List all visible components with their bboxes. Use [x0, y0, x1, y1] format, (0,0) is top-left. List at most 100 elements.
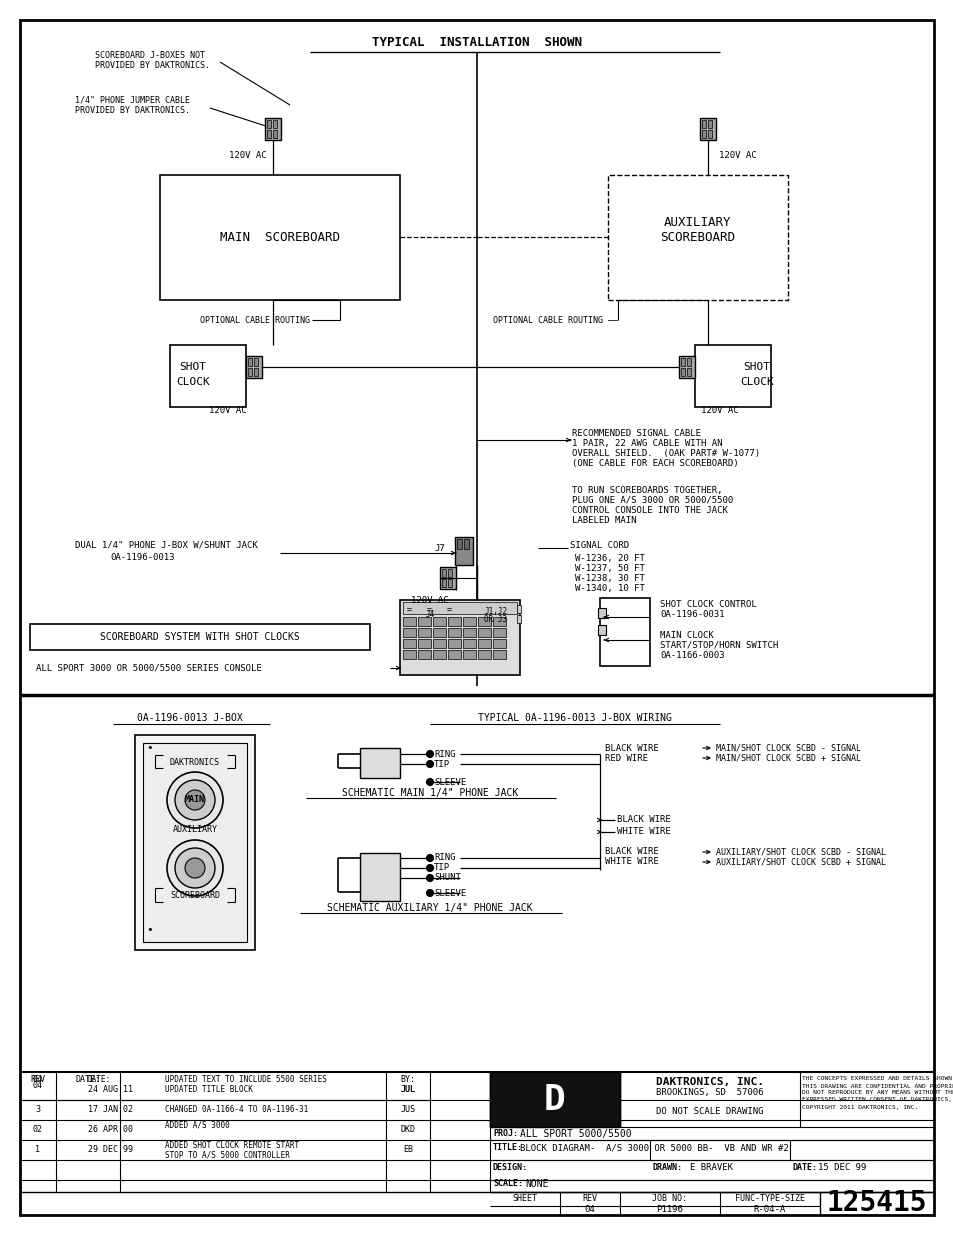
Bar: [402, 618, 416, 626]
Text: BLOCK DIAGRAM-  A/S 3000 OR 5000 BB-  VB AND WR #2: BLOCK DIAGRAM- A/S 3000 OR 5000 BB- VB A…: [519, 1144, 788, 1152]
Text: W-1340, 10 FT: W-1340, 10 FT: [575, 583, 644, 593]
Bar: [701, 120, 705, 128]
Text: BY:: BY:: [400, 1076, 416, 1084]
Bar: [265, 119, 281, 140]
Text: UPDATED TITLE BLOCK: UPDATED TITLE BLOCK: [165, 1086, 253, 1094]
Text: SLEEVE: SLEEVE: [434, 778, 466, 787]
Text: SCOREBOARD: SCOREBOARD: [170, 890, 220, 899]
Bar: [490, 1072, 619, 1128]
Text: DAKTRONICS: DAKTRONICS: [170, 757, 220, 767]
Bar: [686, 368, 690, 375]
Bar: [433, 638, 446, 648]
Bar: [448, 579, 452, 587]
Bar: [477, 650, 491, 659]
Text: TYPICAL 0A-1196-0013 J-BOX WIRING: TYPICAL 0A-1196-0013 J-BOX WIRING: [477, 713, 671, 722]
Text: 120V AC: 120V AC: [719, 151, 756, 159]
Text: MAIN  SCOREBOARD: MAIN SCOREBOARD: [220, 231, 339, 243]
Text: 04: 04: [33, 1076, 43, 1084]
Bar: [417, 629, 431, 637]
Text: LABELED MAIN: LABELED MAIN: [572, 515, 636, 525]
Text: SCHEMATIC MAIN 1/4" PHONE JACK: SCHEMATIC MAIN 1/4" PHONE JACK: [341, 788, 517, 798]
Text: 1/4" PHONE JUMPER CABLE: 1/4" PHONE JUMPER CABLE: [75, 95, 190, 105]
Bar: [433, 650, 446, 659]
Bar: [441, 579, 446, 587]
Text: 0A-1166-0003: 0A-1166-0003: [659, 651, 723, 659]
Text: SLEEVE: SLEEVE: [434, 888, 466, 898]
Bar: [493, 638, 505, 648]
Text: E BRAVEK: E BRAVEK: [689, 1163, 732, 1172]
Text: EB: EB: [402, 1146, 413, 1155]
Circle shape: [426, 855, 433, 862]
Text: TYPICAL  INSTALLATION  SHOWN: TYPICAL INSTALLATION SHOWN: [372, 36, 581, 48]
Bar: [30, 624, 370, 650]
Text: R-04-A: R-04-A: [753, 1205, 785, 1214]
Text: SCOREBOARD J-BOXES NOT: SCOREBOARD J-BOXES NOT: [95, 51, 205, 59]
Bar: [599, 598, 649, 666]
Text: 24 AUG 11: 24 AUG 11: [88, 1086, 132, 1094]
Text: AUXILIARY/SHOT CLOCK SCBD - SIGNAL: AUXILIARY/SHOT CLOCK SCBD - SIGNAL: [716, 847, 885, 857]
Bar: [493, 650, 505, 659]
Text: W-1236, 20 FT: W-1236, 20 FT: [575, 553, 644, 562]
Text: DKD: DKD: [400, 1125, 416, 1135]
Text: D: D: [543, 1083, 565, 1116]
Text: 0A-1196-0031: 0A-1196-0031: [659, 610, 723, 619]
Text: J7: J7: [435, 543, 445, 552]
Bar: [455, 537, 473, 564]
Text: MAIN: MAIN: [185, 795, 205, 804]
Bar: [701, 130, 705, 138]
Text: J1,J2: J1,J2: [484, 606, 507, 615]
Text: JOB NO:: JOB NO:: [652, 1194, 687, 1203]
Text: ALL SPORT 3000 OR 5000/5500 SERIES CONSOLE: ALL SPORT 3000 OR 5000/5500 SERIES CONSO…: [36, 663, 261, 673]
Bar: [707, 130, 711, 138]
Bar: [598, 608, 605, 618]
Text: SHOT: SHOT: [179, 362, 206, 372]
Text: OPTIONAL CABLE ROUTING ——: OPTIONAL CABLE ROUTING ——: [493, 315, 618, 325]
Text: DATE:: DATE:: [88, 1076, 111, 1084]
Text: 29 DEC 99: 29 DEC 99: [88, 1146, 132, 1155]
Bar: [686, 358, 690, 366]
Text: ADDED SHOT CLOCK REMOTE START: ADDED SHOT CLOCK REMOTE START: [165, 1140, 299, 1150]
Bar: [493, 629, 505, 637]
Bar: [462, 638, 476, 648]
Text: SHEET: SHEET: [512, 1194, 537, 1203]
Bar: [253, 358, 257, 366]
Text: 02: 02: [33, 1125, 43, 1135]
Text: RING: RING: [434, 853, 455, 862]
Bar: [253, 368, 257, 375]
Circle shape: [174, 781, 214, 820]
Bar: [493, 618, 505, 626]
Text: OPTIONAL CABLE ROUTING: OPTIONAL CABLE ROUTING: [200, 315, 310, 325]
Bar: [680, 368, 684, 375]
Bar: [267, 120, 271, 128]
Text: (ONE CABLE FOR EACH SCOREBOARD): (ONE CABLE FOR EACH SCOREBOARD): [572, 458, 738, 468]
Text: 120V AC: 120V AC: [209, 405, 247, 415]
Text: 15 DEC 99: 15 DEC 99: [817, 1163, 865, 1172]
Bar: [456, 538, 461, 550]
Bar: [477, 618, 491, 626]
Circle shape: [426, 864, 433, 872]
Text: REV: REV: [30, 1076, 46, 1084]
Bar: [160, 175, 399, 300]
Text: SCOREBOARD SYSTEM WITH SHOT CLOCKS: SCOREBOARD SYSTEM WITH SHOT CLOCKS: [100, 632, 299, 642]
Bar: [273, 130, 276, 138]
Text: J4: J4: [425, 610, 435, 619]
Text: DUAL 1/4" PHONE J-BOX W/SHUNT JACK: DUAL 1/4" PHONE J-BOX W/SHUNT JACK: [75, 541, 257, 550]
Text: •: •: [147, 743, 153, 753]
Circle shape: [167, 840, 223, 897]
Text: 125415: 125415: [826, 1189, 926, 1216]
Text: PROJ:: PROJ:: [493, 1130, 517, 1139]
Bar: [417, 650, 431, 659]
Text: SHUNT: SHUNT: [434, 873, 460, 883]
Text: START/STOP/HORN SWITCH: START/STOP/HORN SWITCH: [659, 641, 778, 650]
Bar: [135, 735, 254, 950]
Bar: [417, 638, 431, 648]
Bar: [402, 601, 517, 614]
Text: MAIN/SHOT CLOCK SCBD - SIGNAL: MAIN/SHOT CLOCK SCBD - SIGNAL: [716, 743, 861, 752]
Text: SCALE:: SCALE:: [493, 1179, 522, 1188]
Bar: [695, 345, 770, 408]
Bar: [441, 569, 446, 577]
Bar: [707, 120, 711, 128]
Bar: [517, 605, 520, 613]
Text: ADDED A/S 3000: ADDED A/S 3000: [165, 1120, 230, 1130]
Text: 1: 1: [35, 1146, 40, 1155]
